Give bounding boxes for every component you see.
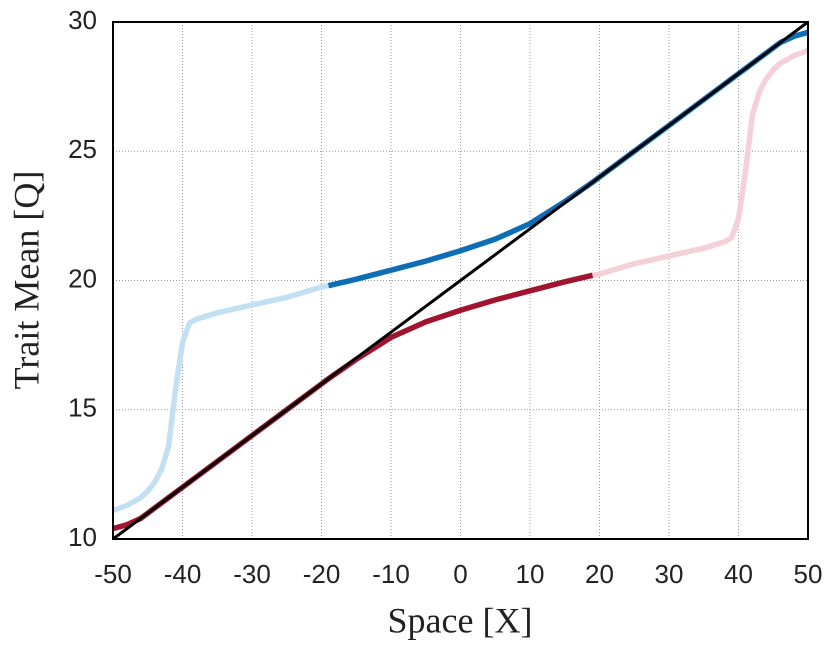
y-axis-label: Trait Mean [Q] <box>6 171 46 390</box>
y-tick-label: 25 <box>68 134 97 164</box>
x-tick-label: 20 <box>585 559 614 589</box>
x-tick-label: -20 <box>303 559 341 589</box>
x-tick-label: 0 <box>453 559 467 589</box>
x-tick-label: 10 <box>516 559 545 589</box>
series-line <box>327 29 809 289</box>
series-line <box>592 47 809 279</box>
y-tick-label: 30 <box>68 5 97 35</box>
y-tick-label: 15 <box>68 393 97 423</box>
series-line <box>112 282 329 514</box>
x-tick-label: -30 <box>233 559 271 589</box>
x-tick-label: 40 <box>724 559 753 589</box>
x-tick-label: -10 <box>372 559 410 589</box>
series-line <box>112 272 594 532</box>
y-tick-label: 10 <box>68 522 97 552</box>
series-line <box>112 20 809 541</box>
plot-frame <box>112 21 809 540</box>
x-tick-label: -50 <box>94 559 132 589</box>
x-tick-label: 50 <box>794 559 823 589</box>
x-axis-label: Space [X] <box>388 600 533 640</box>
y-tick-label: 20 <box>68 263 97 293</box>
x-tick-label: -40 <box>164 559 202 589</box>
x-tick-label: 30 <box>655 559 684 589</box>
